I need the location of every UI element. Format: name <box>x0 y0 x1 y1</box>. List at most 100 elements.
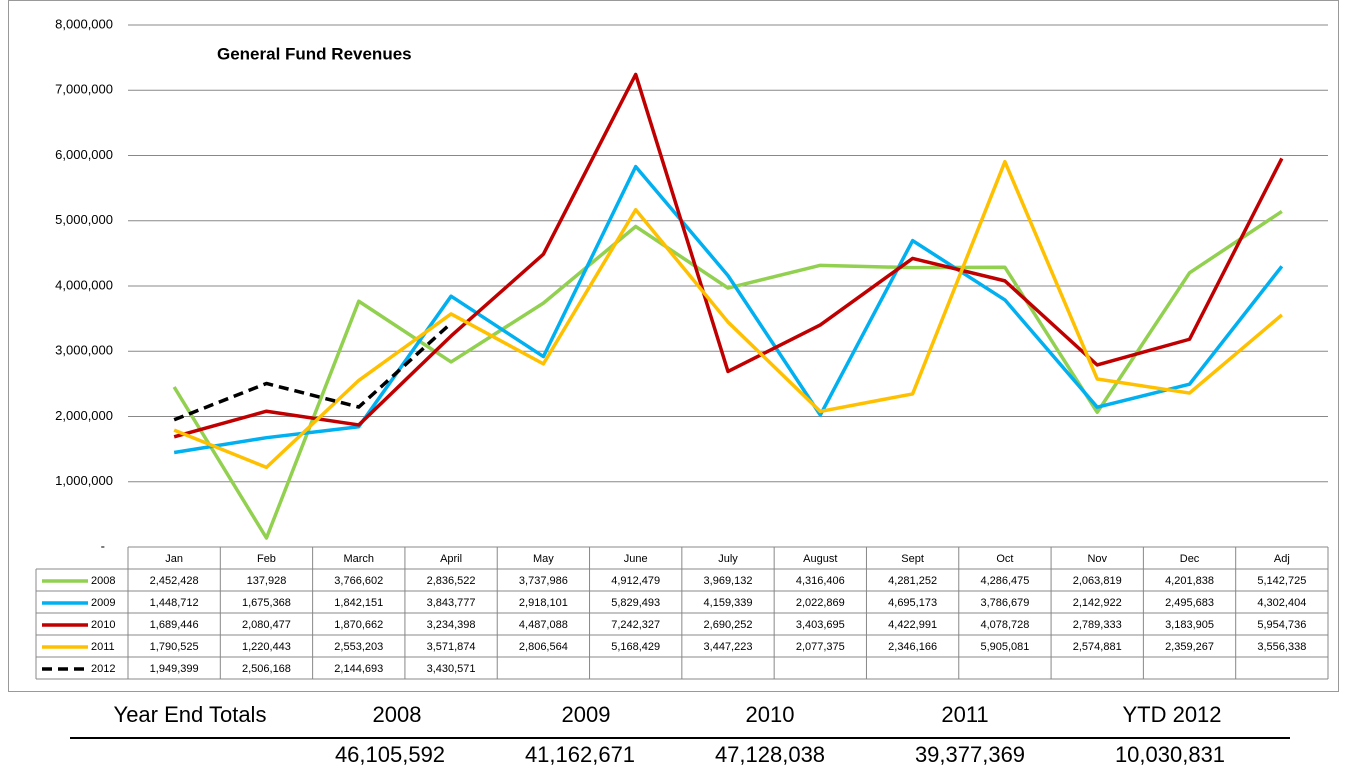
table-cell: 3,447,223 <box>704 641 753 653</box>
x-tick-label: July <box>718 553 738 565</box>
table-cell: 3,430,571 <box>427 663 476 675</box>
table-cell: 2,144,693 <box>334 663 383 675</box>
series-line <box>173 72 1284 439</box>
table-cell: 2,080,477 <box>242 619 291 631</box>
table-cell: 2,836,522 <box>427 575 476 587</box>
x-tick-label: April <box>440 553 462 565</box>
y-tick-label: 6,000,000 <box>55 147 113 162</box>
table-cell: 3,766,602 <box>334 575 383 587</box>
x-tick-label: March <box>343 553 374 565</box>
table-cell: 2,495,683 <box>1165 597 1214 609</box>
x-tick-label: Sept <box>901 553 924 565</box>
table-cell: 4,487,088 <box>519 619 568 631</box>
table-cell: 2,359,267 <box>1165 641 1214 653</box>
totals-header: 2009 <box>562 702 611 727</box>
series-line <box>173 159 1283 470</box>
x-tick-label: May <box>533 553 554 565</box>
table-cell: 2,789,333 <box>1073 619 1122 631</box>
table-cell: 1,842,151 <box>334 597 383 609</box>
totals-value: 10,030,831 <box>1115 742 1225 767</box>
table-cell: 1,689,446 <box>150 619 199 631</box>
x-tick-label: Jan <box>165 553 183 565</box>
table-cell: 1,448,712 <box>150 597 199 609</box>
chart-frame <box>8 0 1339 692</box>
series-line <box>173 321 453 422</box>
table-cell: 3,737,986 <box>519 575 568 587</box>
table-cell: 1,675,368 <box>242 597 291 609</box>
legend-label: 2008 <box>91 575 115 587</box>
totals-header: 2010 <box>746 702 795 727</box>
table-cell: 4,201,838 <box>1165 575 1214 587</box>
series-line <box>172 209 1283 540</box>
totals-header: 2011 <box>941 702 988 727</box>
totals-value: 46,105,592 <box>335 742 445 767</box>
x-tick-label: June <box>624 553 648 565</box>
table-cell: 4,422,991 <box>888 619 937 631</box>
y-tick-label: 7,000,000 <box>55 82 113 97</box>
table-cell: 2,574,881 <box>1073 641 1122 653</box>
table-cell: 5,142,725 <box>1257 575 1306 587</box>
legend-label: 2010 <box>91 619 115 631</box>
table-cell: 2,063,819 <box>1073 575 1122 587</box>
table-cell: 5,829,493 <box>611 597 660 609</box>
table-cell: 2,918,101 <box>519 597 568 609</box>
table-cell: 2,022,869 <box>796 597 845 609</box>
y-tick-label: 1,000,000 <box>55 473 113 488</box>
y-tick-label: 3,000,000 <box>55 343 113 358</box>
x-tick-label: Oct <box>996 553 1013 565</box>
table-cell: 4,286,475 <box>980 575 1029 587</box>
legend-label: 2012 <box>91 663 115 675</box>
table-cell: 4,078,728 <box>980 619 1029 631</box>
table-cell: 3,234,398 <box>427 619 476 631</box>
totals-value: 39,377,369 <box>915 742 1025 767</box>
table-cell: 2,346,166 <box>888 641 937 653</box>
table-cell: 2,506,168 <box>242 663 291 675</box>
table-cell: 3,556,338 <box>1257 641 1306 653</box>
y-tick-label: 5,000,000 <box>55 212 113 227</box>
x-tick-label: August <box>803 553 837 565</box>
y-tick-label: 2,000,000 <box>55 408 113 423</box>
table-cell: 3,571,874 <box>427 641 476 653</box>
table-cell: 7,242,327 <box>611 619 660 631</box>
totals-value: 41,162,671 <box>525 742 635 767</box>
table-cell: 4,159,339 <box>704 597 753 609</box>
table-cell: 3,786,679 <box>980 597 1029 609</box>
x-tick-label: Adj <box>1274 553 1290 565</box>
table-cell: 4,316,406 <box>796 575 845 587</box>
table-cell: 2,452,428 <box>150 575 199 587</box>
table-cell: 3,183,905 <box>1165 619 1214 631</box>
table-cell: 4,281,252 <box>888 575 937 587</box>
table-cell: 5,168,429 <box>611 641 660 653</box>
y-tick-label: 8,000,000 <box>55 16 113 31</box>
table-cell: 2,806,564 <box>519 641 568 653</box>
totals-value: 47,128,038 <box>715 742 825 767</box>
table-cell: 4,695,173 <box>888 597 937 609</box>
x-tick-label: Dec <box>1180 553 1200 565</box>
table-cell: 3,969,132 <box>704 575 753 587</box>
table-cell: 1,220,443 <box>242 641 291 653</box>
x-tick-label: Nov <box>1087 553 1107 565</box>
totals-header: YTD 2012 <box>1122 702 1221 727</box>
table-cell: 2,553,203 <box>334 641 383 653</box>
table-cell: 2,690,252 <box>704 619 753 631</box>
legend-label: 2009 <box>91 597 115 609</box>
x-tick-label: Feb <box>257 553 276 565</box>
totals-label: Year End Totals <box>114 702 267 727</box>
y-tick-label: 4,000,000 <box>55 277 113 292</box>
table-cell: 3,843,777 <box>427 597 476 609</box>
table-cell: 1,870,662 <box>334 619 383 631</box>
table-cell: 1,949,399 <box>150 663 199 675</box>
chart-title: General Fund Revenues <box>217 44 412 63</box>
totals-header: 2008 <box>373 702 422 727</box>
table-cell: 2,142,922 <box>1073 597 1122 609</box>
table-cell: 4,912,479 <box>611 575 660 587</box>
table-cell: 4,302,404 <box>1257 597 1306 609</box>
table-cell: 5,954,736 <box>1257 619 1306 631</box>
table-cell: 3,403,695 <box>796 619 845 631</box>
table-cell: 5,905,081 <box>980 641 1029 653</box>
y-tick-label: - <box>101 538 105 553</box>
table-cell: 137,928 <box>247 575 287 587</box>
legend-label: 2011 <box>91 641 115 653</box>
series-line <box>173 164 1284 455</box>
